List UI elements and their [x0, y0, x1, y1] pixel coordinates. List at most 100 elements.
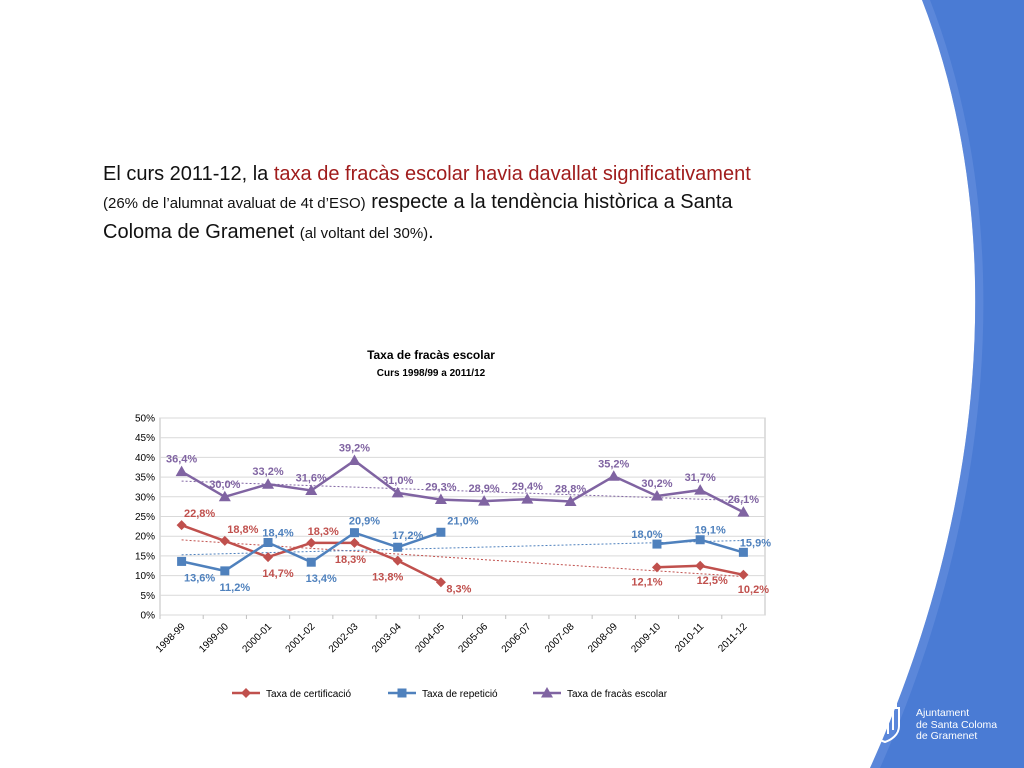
- y-tick-label: 20%: [135, 532, 155, 543]
- y-tick-label: 35%: [135, 473, 155, 484]
- data-label: 26,1%: [728, 494, 759, 506]
- y-tick-label: 25%: [135, 512, 155, 523]
- data-point: [435, 577, 446, 588]
- y-tick-label: 0%: [141, 611, 156, 622]
- y-tick-label: 15%: [135, 551, 155, 562]
- x-tick-label: 2001-02: [284, 621, 318, 655]
- chart-title: Taxa de fracàs escolar: [367, 348, 495, 362]
- x-axis: 1998-99 1999-00 2000-01 2001-02 2002-03 2003-…: [154, 615, 750, 655]
- data-label: 8,3%: [446, 583, 471, 595]
- data-point: [349, 537, 360, 548]
- data-label: 18,0%: [631, 529, 662, 541]
- y-tick-label: 50%: [135, 414, 155, 425]
- x-tick-label: 2005-06: [456, 621, 490, 655]
- legend-label: Taxa de certificació: [266, 689, 351, 700]
- data-label: 14,7%: [262, 568, 293, 580]
- data-point: [652, 539, 662, 549]
- legend-marker: [541, 687, 553, 698]
- city-logo: [865, 698, 1005, 748]
- data-point: [305, 484, 318, 495]
- data-point: [695, 560, 706, 571]
- x-tick-label: 1998-99: [154, 621, 188, 655]
- x-tick-label: 2008-09: [586, 621, 620, 655]
- data-point: [478, 495, 491, 506]
- data-point: [175, 465, 188, 477]
- logo-text: Ajuntament de Santa Coloma de Gramenet: [916, 707, 998, 743]
- data-point: [607, 470, 620, 481]
- data-point: [436, 527, 446, 537]
- data-label: 33,2%: [252, 466, 283, 478]
- data-point: [393, 542, 403, 552]
- side-panel: [870, 0, 1024, 768]
- data-label: 36,4%: [166, 454, 197, 466]
- data-label: 12,1%: [631, 576, 662, 588]
- y-tick-label: 45%: [135, 433, 155, 444]
- data-label: 13,8%: [372, 572, 403, 584]
- data-point: [650, 490, 663, 501]
- data-point: [348, 454, 361, 466]
- data-point: [263, 552, 274, 563]
- data-label: 15,9%: [740, 537, 771, 549]
- logo-line-2: de Santa Coloma: [916, 718, 998, 731]
- intro-note-2: (al voltant del 30%): [299, 225, 429, 242]
- data-label: 18,8%: [227, 524, 258, 536]
- x-tick-label: 2002-03: [327, 621, 361, 655]
- intro-text-1: El curs 2011-12, la: [103, 163, 274, 185]
- data-label: 12,5%: [697, 575, 728, 587]
- logo-line-1: Ajuntament: [916, 707, 970, 719]
- data-point: [738, 547, 748, 557]
- data-label: 31,7%: [685, 472, 716, 484]
- data-point: [391, 486, 404, 498]
- data-point: [694, 484, 707, 495]
- data-label: 29,3%: [425, 482, 456, 494]
- legend-marker: [397, 688, 407, 698]
- data-label: 18,3%: [308, 526, 339, 538]
- data-point: [220, 566, 230, 576]
- data-label: 31,6%: [296, 472, 327, 484]
- data-point: [521, 493, 534, 504]
- data-label: 29,4%: [512, 481, 543, 493]
- coat-of-arms-icon: [870, 702, 900, 744]
- legend-marker: [241, 688, 251, 698]
- legend: Taxa de certificació Taxa de repetició Tax…: [232, 687, 668, 700]
- data-label: 18,4%: [262, 528, 293, 540]
- data-point: [218, 490, 231, 502]
- y-tick-label: 30%: [135, 492, 155, 503]
- data-label: 35,2%: [598, 458, 629, 470]
- data-point: [738, 569, 749, 580]
- data-point: [737, 506, 750, 517]
- x-tick-label: 2000-01: [240, 621, 274, 655]
- x-tick-label: 2011-12: [716, 621, 750, 655]
- data-label: 28,8%: [555, 484, 586, 496]
- data-label: 28,9%: [469, 483, 500, 495]
- logo-line-3: de Gramenet: [916, 730, 978, 742]
- intro-text-3: .: [428, 221, 434, 243]
- data-point: [176, 520, 187, 531]
- data-point: [564, 495, 577, 507]
- data-point: [695, 535, 705, 545]
- data-label: 31,0%: [382, 475, 413, 487]
- intro-paragraph: El curs 2011-12, la taxa de fracàs escol…: [103, 160, 803, 248]
- data-point: [263, 538, 273, 548]
- chart-subtitle: Curs 1998/99 a 2011/12: [377, 368, 486, 379]
- trendline: [181, 539, 744, 556]
- data-label: 17,2%: [392, 530, 423, 542]
- x-tick-label: 2004-05: [413, 621, 447, 655]
- x-tick-label: 1999-00: [197, 621, 231, 655]
- data-point: [306, 557, 316, 567]
- data-label: 39,2%: [339, 443, 370, 455]
- x-tick-label: 2006-07: [500, 621, 534, 655]
- data-point: [651, 562, 662, 573]
- data-point: [392, 555, 403, 566]
- data-label: 19,1%: [695, 525, 726, 537]
- data-labels: 22,8% 18,8% 14,7% 18,3% 18,3% 13,8% 8,3% 12,1% 1…: [166, 443, 771, 596]
- legend-label: Taxa de repetició: [422, 689, 498, 700]
- y-tick-label: 5%: [141, 591, 156, 602]
- data-point: [434, 493, 447, 505]
- x-tick-label: 2003-04: [370, 621, 404, 655]
- data-label: 22,8%: [184, 508, 215, 520]
- data-label: 20,9%: [349, 516, 380, 528]
- x-tick-label: 2009-10: [629, 621, 663, 655]
- data-label: 11,2%: [220, 582, 251, 594]
